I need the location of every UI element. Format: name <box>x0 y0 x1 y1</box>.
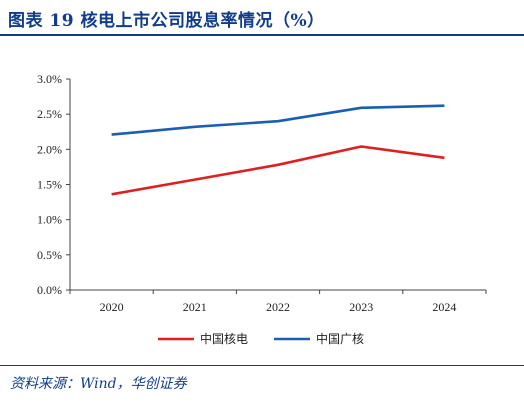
y-tick-label: 0.5% <box>37 248 62 262</box>
series-lines <box>111 104 445 196</box>
x-axis-ticks: 2020 2021 2022 2023 2024 <box>69 290 487 314</box>
y-tick-label: 3.0% <box>37 72 62 86</box>
x-tick-label: 2021 <box>183 300 207 314</box>
chart-axes <box>69 79 486 291</box>
y-tick-label: 0.0% <box>37 283 62 297</box>
chart-title: 图表 19 核电上市公司股息率情况（%） <box>8 11 325 31</box>
source-divider <box>0 365 524 366</box>
series-line-1 <box>111 145 445 196</box>
y-tick-label: 1.0% <box>37 213 62 227</box>
x-tick-label: 2020 <box>100 300 124 314</box>
y-tick-label: 2.5% <box>37 107 62 121</box>
y-tick-label: 1.5% <box>37 178 62 192</box>
chart-legend: 中国核电 中国广核 <box>158 331 364 346</box>
y-axis-ticks: 0.0% 0.5% 1.0% 1.5% 2.0% 2.5% 3.0% <box>37 72 70 297</box>
legend-label-1: 中国核电 <box>200 331 248 346</box>
line-chart: 0.0%0.5%1.0%1.5%2.0%2.5%3.0% 2020 2021 202… <box>37 72 487 346</box>
x-tick-label: 2023 <box>349 300 373 314</box>
series-line-2 <box>111 104 445 136</box>
legend-label-2: 中国广核 <box>316 331 364 346</box>
title-divider <box>0 34 524 36</box>
x-tick-label: 2022 <box>266 300 290 314</box>
y-tick-label: 2.0% <box>37 142 62 156</box>
source-note: 资料来源：Wind，华创证券 <box>10 376 187 392</box>
x-tick-label: 2024 <box>432 300 456 314</box>
